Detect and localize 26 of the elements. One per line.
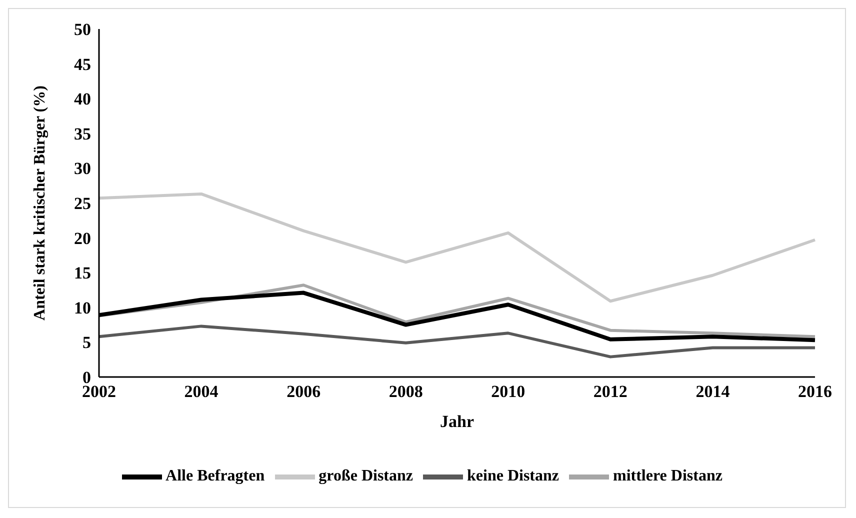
x-tick-label: 2006: [286, 382, 321, 402]
x-tick-label: 2002: [82, 382, 116, 402]
x-tick-label: 2008: [388, 382, 423, 402]
y-tick-label: 20: [74, 228, 91, 248]
x-axis-title: Jahr: [440, 412, 474, 431]
y-axis-title: Anteil stark kritischer Bürger (%): [32, 86, 49, 320]
line-series: [98, 324, 816, 358]
y-tick-label: 35: [74, 124, 91, 144]
y-tick-label: 45: [74, 54, 91, 74]
y-tick-label: 25: [74, 194, 91, 214]
legend-label: mittlere Distanz: [613, 468, 722, 485]
x-tick-label: 2012: [593, 382, 628, 402]
x-tick-label: 2014: [696, 382, 730, 402]
x-tick-label: 2004: [184, 382, 219, 402]
line-series: [98, 192, 816, 303]
y-tick-label: 30: [74, 159, 91, 178]
legend-label: keine Distanz: [467, 468, 559, 485]
legend-label: große Distanz: [318, 468, 413, 485]
y-tick-label: 15: [74, 264, 91, 283]
y-tick-label: 50: [74, 20, 91, 40]
x-tick-label: 2010: [491, 382, 526, 402]
legend-label: Alle Befragten: [166, 468, 265, 485]
y-tick-label: 40: [74, 90, 91, 109]
y-tick-label: 10: [74, 298, 91, 318]
y-tick-label: 5: [82, 333, 91, 352]
x-tick-label: 2016: [798, 382, 832, 402]
